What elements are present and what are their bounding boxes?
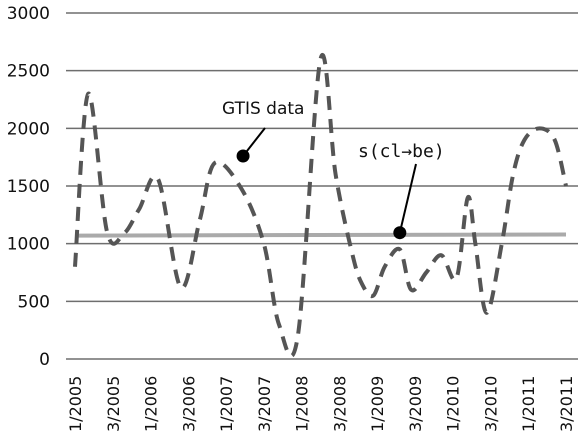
x-tick-label: 1/2010 (444, 376, 463, 432)
y-tick-label: 0 (39, 350, 50, 370)
x-tick-label: 1/2007 (217, 376, 236, 432)
x-tick-label: 3/2009 (406, 376, 425, 432)
y-tick-label: 3000 (7, 4, 50, 24)
series-gtis-data (73, 53, 568, 358)
y-tick-label: 2000 (7, 119, 50, 139)
x-tick-label: 3/2007 (255, 376, 274, 432)
s-cl-be-annotation-label: s(cl→be) (358, 141, 445, 162)
y-tick-label: 2500 (7, 62, 50, 82)
x-tick-label: 1/2009 (368, 376, 387, 432)
x-tick-label: 3/2008 (330, 376, 349, 432)
x-tick-label: 1/2006 (142, 376, 161, 432)
x-tick-label: 1/2011 (519, 376, 538, 432)
gridlines (66, 12, 578, 360)
x-tick-label: 1/2005 (66, 376, 85, 432)
gtis-annotation-marker (236, 149, 250, 163)
x-tick-label: 3/2010 (481, 376, 500, 432)
y-tick-labels: 0 500 1000 1500 2000 2500 3000 (7, 4, 50, 370)
s-cl-be-annotation-leader (398, 163, 417, 233)
y-tick-label: 500 (18, 292, 50, 312)
y-tick-label: 1500 (7, 177, 50, 197)
x-tick-label: 3/2006 (179, 376, 198, 432)
x-tick-label: 1/2008 (293, 376, 312, 432)
series-s-cl-be (74, 232, 567, 238)
x-tick-labels: 1/2005 3/2005 1/2006 3/2006 1/2007 3/2007 1/20… (66, 376, 576, 432)
annotations: GTIS data s(cl→be) (222, 99, 445, 240)
gtis-annotation-label: GTIS data (222, 99, 304, 119)
series-lines (73, 53, 568, 358)
x-tick-label: 3/2011 (557, 376, 576, 432)
x-tick-label: 3/2005 (104, 376, 123, 432)
y-tick-label: 1000 (7, 235, 50, 255)
s-cl-be-annotation-marker (393, 226, 407, 240)
